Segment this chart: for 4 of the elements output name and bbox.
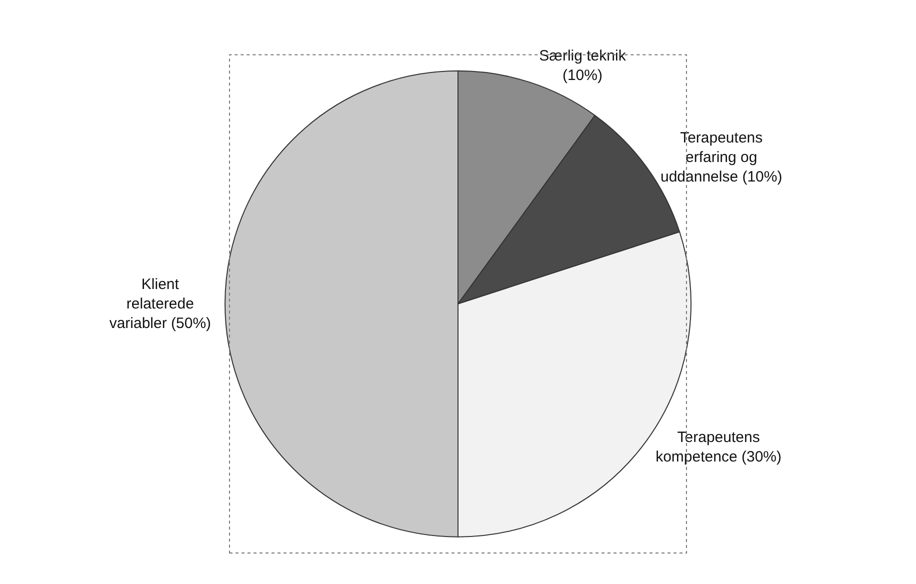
slice-label: Terapeutens kompetence (30%) bbox=[656, 428, 782, 466]
slice-label: Særlig teknik (10%) bbox=[539, 48, 626, 84]
slice-label: Terapeutens erfaring og uddannelse (10%) bbox=[660, 129, 782, 186]
slice-label: Klient relaterede variabler (50%) bbox=[109, 276, 212, 332]
